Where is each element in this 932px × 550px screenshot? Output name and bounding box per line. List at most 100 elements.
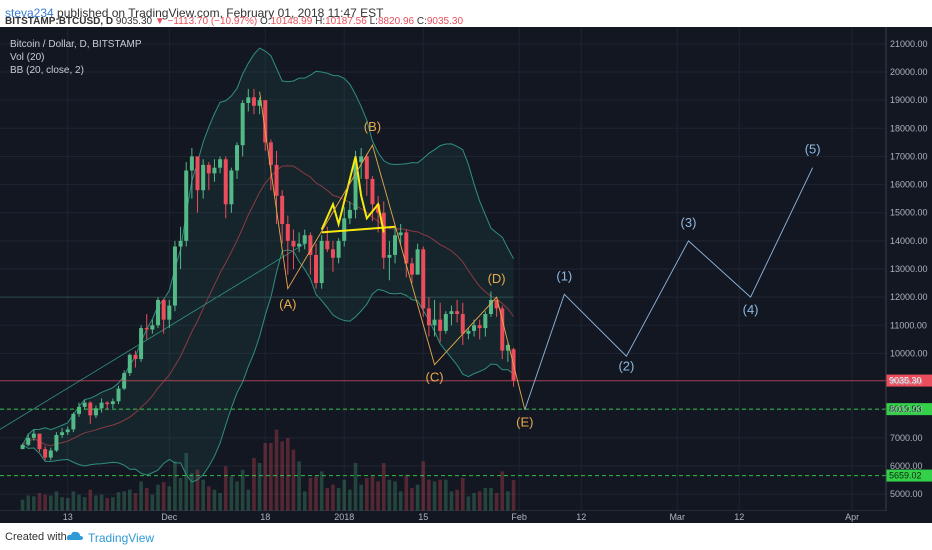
candle-body bbox=[251, 97, 256, 106]
price-tick-label: 18000.00 bbox=[890, 123, 928, 133]
volume-bar bbox=[365, 478, 369, 511]
candle-body bbox=[494, 299, 499, 309]
candle-body bbox=[189, 156, 194, 171]
volume-bar bbox=[286, 438, 290, 511]
volume-bar bbox=[387, 479, 392, 511]
candle-body bbox=[438, 319, 443, 331]
candle-body bbox=[31, 433, 36, 438]
candle-body bbox=[488, 299, 493, 315]
volume-bar bbox=[144, 488, 149, 511]
open-label: O: bbox=[260, 16, 271, 27]
candle-body bbox=[218, 159, 223, 168]
volume-bar bbox=[269, 443, 273, 511]
volume-bar bbox=[139, 481, 143, 511]
legend-title: Bitcoin / Dollar, D, BITSTAMP bbox=[10, 39, 142, 50]
volume-bar bbox=[99, 494, 104, 511]
candle-body bbox=[206, 164, 211, 174]
volume-bar bbox=[342, 479, 347, 511]
candle-body bbox=[240, 102, 245, 146]
volume-bar bbox=[82, 497, 87, 511]
bollinger-lower bbox=[22, 249, 514, 483]
tradingview-brand[interactable]: TradingView bbox=[88, 531, 155, 545]
volume-bar bbox=[88, 489, 93, 511]
volume-bar bbox=[359, 484, 363, 511]
candle-body bbox=[144, 328, 149, 330]
candle-body bbox=[195, 156, 200, 191]
candle-body bbox=[235, 145, 240, 171]
volume-bar bbox=[263, 443, 268, 511]
price-tick-label: 10000.00 bbox=[890, 348, 928, 358]
volume-bar bbox=[427, 479, 431, 511]
volume-bar bbox=[511, 480, 516, 511]
price-level-value: 9035.30 bbox=[889, 376, 922, 386]
volume-bar bbox=[331, 484, 335, 511]
wave-label-history: (D) bbox=[488, 271, 506, 286]
volume-bar bbox=[325, 488, 330, 511]
volume-bar bbox=[500, 471, 505, 511]
symbol: BITSTAMP:BTCUSD, D bbox=[5, 16, 114, 27]
volume-bar bbox=[302, 491, 307, 511]
candle-body bbox=[359, 156, 364, 163]
wave-label-history: (B) bbox=[364, 119, 381, 134]
volume-bar bbox=[218, 493, 222, 511]
candle-body bbox=[325, 240, 330, 250]
time-tick-label: 13 bbox=[63, 512, 73, 522]
candle-body bbox=[223, 159, 228, 205]
volume-bar bbox=[494, 493, 499, 511]
wave-label-history: (C) bbox=[426, 370, 444, 385]
volume-bar bbox=[460, 478, 465, 511]
neckline bbox=[321, 225, 396, 234]
volume-bar bbox=[223, 466, 228, 511]
published-text: published on TradingView.com, February 0… bbox=[57, 6, 384, 20]
volume-bar bbox=[506, 491, 510, 511]
bollinger-basis bbox=[22, 165, 514, 447]
candle-body bbox=[472, 325, 477, 331]
open-value: 10148.99 bbox=[270, 16, 313, 27]
wave-label-history: (A) bbox=[279, 296, 296, 311]
candle-body bbox=[139, 328, 144, 360]
price-level-value: 5659.02 bbox=[889, 471, 922, 481]
candle-body bbox=[105, 402, 110, 405]
candle-body bbox=[257, 100, 262, 106]
volume-bar bbox=[20, 499, 25, 511]
volume-bar bbox=[246, 489, 251, 511]
volume-bar bbox=[449, 491, 454, 511]
volume-bar bbox=[127, 489, 132, 511]
author-link[interactable]: steva234 bbox=[5, 6, 54, 20]
candle-body bbox=[82, 402, 87, 407]
candle-body bbox=[302, 235, 307, 244]
price-tick-label: 12000.00 bbox=[890, 292, 928, 302]
price-tick-label: 11000.00 bbox=[890, 320, 927, 330]
candle-body bbox=[99, 402, 104, 409]
candle-body bbox=[505, 344, 510, 351]
volume-bar bbox=[105, 498, 110, 511]
candle-body bbox=[167, 305, 172, 320]
volume-bar bbox=[398, 491, 403, 511]
volume-bar bbox=[122, 491, 126, 511]
price-chart[interactable]: 9035.30 8019.93 5659.02 (A) (B) (C) (D) (E) (1) (… bbox=[0, 27, 932, 523]
volume-bar bbox=[291, 449, 296, 511]
candle-body bbox=[443, 314, 448, 331]
volume-bar bbox=[195, 469, 200, 511]
candle-body bbox=[387, 254, 392, 258]
volume-bar bbox=[26, 495, 31, 511]
candle-body bbox=[20, 444, 25, 450]
volume-bar bbox=[60, 497, 64, 511]
candle-body bbox=[409, 263, 414, 275]
time-tick-label: Feb bbox=[511, 512, 527, 522]
candle-body bbox=[330, 249, 335, 258]
volume-bar bbox=[432, 481, 437, 511]
candle-body bbox=[336, 240, 341, 258]
price-tick-label: 9000.00 bbox=[890, 377, 923, 387]
time-tick-label: Apr bbox=[845, 512, 859, 522]
volume-bar bbox=[212, 489, 217, 511]
candle-body bbox=[263, 100, 268, 143]
volume-bar bbox=[190, 473, 194, 511]
wave-label-projection: (3) bbox=[681, 215, 697, 230]
volume-bar bbox=[54, 491, 59, 511]
price-tick-label: 5000.00 bbox=[890, 489, 923, 499]
footer: Created with TradingView bbox=[0, 523, 932, 550]
candle-body bbox=[347, 209, 352, 219]
wave-label-projection: (4) bbox=[743, 302, 759, 317]
volume-bar bbox=[381, 463, 386, 511]
